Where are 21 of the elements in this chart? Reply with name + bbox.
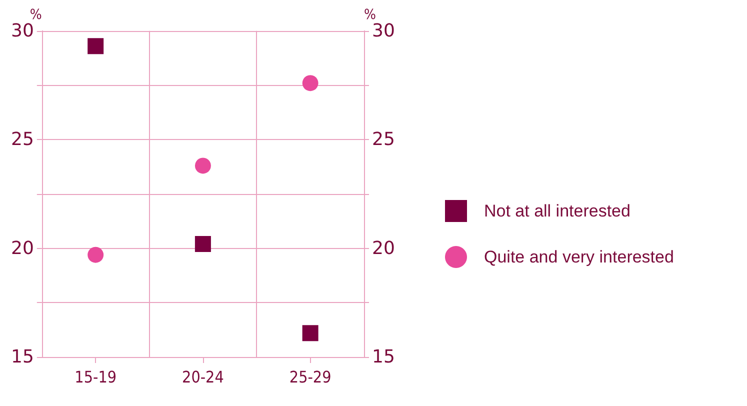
- y-tick-label: 30: [11, 20, 34, 42]
- point: [302, 75, 318, 92]
- y2-tick-label: 15: [372, 346, 395, 368]
- legend-label: Not at all interested: [484, 202, 630, 220]
- legend-label: Quite and very interested: [484, 248, 674, 266]
- point: [194, 236, 211, 252]
- y-axis-title: %: [30, 7, 42, 23]
- point: [194, 158, 211, 174]
- y2-axis-title: %: [364, 7, 376, 23]
- point: [88, 38, 104, 54]
- y-tick-label: 25: [11, 129, 34, 150]
- x-tick-label: 15-19: [74, 368, 116, 386]
- y-tick-label: 15: [11, 346, 34, 368]
- x-tick-label: 20-24: [182, 368, 224, 386]
- x-tick-label: 25-29: [289, 368, 332, 386]
- y-tick-label: 20: [11, 238, 34, 259]
- y2-tick-label: 25: [372, 129, 395, 150]
- point: [302, 325, 318, 342]
- point: [88, 246, 104, 263]
- y2-tick-label: 30: [372, 20, 395, 42]
- y2-tick-label: 20: [372, 238, 395, 259]
